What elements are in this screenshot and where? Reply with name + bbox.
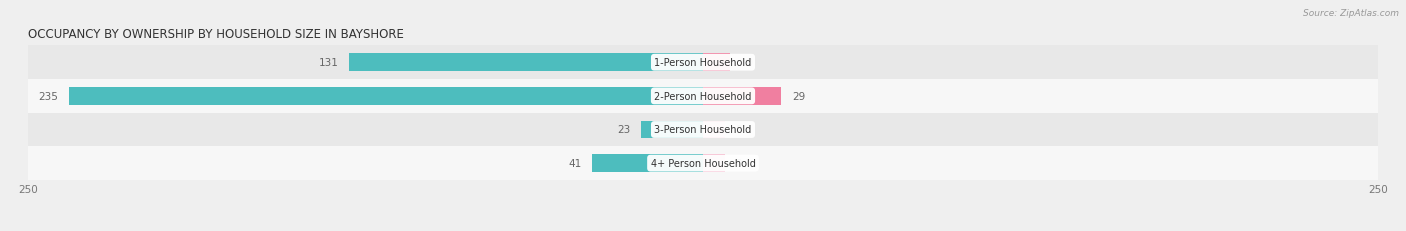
Bar <box>69 88 703 105</box>
Bar <box>28 46 1378 80</box>
Bar <box>349 54 703 72</box>
Bar <box>703 121 724 139</box>
Text: 4+ Person Household: 4+ Person Household <box>651 158 755 168</box>
Bar <box>28 147 1378 180</box>
Text: 41: 41 <box>568 158 582 168</box>
Bar <box>703 155 724 172</box>
Text: 10: 10 <box>741 58 754 68</box>
Bar <box>28 80 1378 113</box>
Text: 2-Person Household: 2-Person Household <box>654 91 752 101</box>
Text: 0: 0 <box>735 158 742 168</box>
Bar <box>28 113 1378 147</box>
Text: 1-Person Household: 1-Person Household <box>654 58 752 68</box>
Text: 3-Person Household: 3-Person Household <box>654 125 752 135</box>
Text: 131: 131 <box>319 58 339 68</box>
Text: Source: ZipAtlas.com: Source: ZipAtlas.com <box>1303 9 1399 18</box>
Bar <box>592 155 703 172</box>
Text: 0: 0 <box>735 125 742 135</box>
Bar <box>641 121 703 139</box>
Text: 235: 235 <box>38 91 58 101</box>
Text: 23: 23 <box>617 125 630 135</box>
Text: OCCUPANCY BY OWNERSHIP BY HOUSEHOLD SIZE IN BAYSHORE: OCCUPANCY BY OWNERSHIP BY HOUSEHOLD SIZE… <box>28 28 404 41</box>
Bar <box>703 88 782 105</box>
Text: 29: 29 <box>792 91 806 101</box>
Bar <box>703 54 730 72</box>
